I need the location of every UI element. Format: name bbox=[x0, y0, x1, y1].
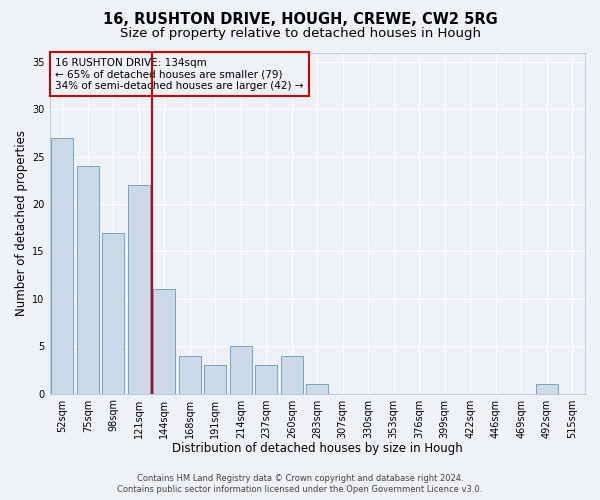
Text: Contains HM Land Registry data © Crown copyright and database right 2024.
Contai: Contains HM Land Registry data © Crown c… bbox=[118, 474, 482, 494]
Bar bbox=[103, 232, 124, 394]
X-axis label: Distribution of detached houses by size in Hough: Distribution of detached houses by size … bbox=[172, 442, 463, 455]
Text: 16, RUSHTON DRIVE, HOUGH, CREWE, CW2 5RG: 16, RUSHTON DRIVE, HOUGH, CREWE, CW2 5RG bbox=[103, 12, 497, 28]
Bar bbox=[536, 384, 557, 394]
Bar bbox=[128, 185, 149, 394]
Bar bbox=[154, 290, 175, 394]
Bar bbox=[281, 356, 302, 394]
Bar bbox=[230, 346, 251, 394]
Text: 16 RUSHTON DRIVE: 134sqm
← 65% of detached houses are smaller (79)
34% of semi-d: 16 RUSHTON DRIVE: 134sqm ← 65% of detach… bbox=[55, 58, 304, 91]
Bar bbox=[77, 166, 98, 394]
Bar bbox=[179, 356, 200, 394]
Bar bbox=[307, 384, 328, 394]
Bar bbox=[52, 138, 73, 394]
Bar bbox=[205, 365, 226, 394]
Bar bbox=[256, 365, 277, 394]
Y-axis label: Number of detached properties: Number of detached properties bbox=[15, 130, 28, 316]
Text: Size of property relative to detached houses in Hough: Size of property relative to detached ho… bbox=[119, 28, 481, 40]
